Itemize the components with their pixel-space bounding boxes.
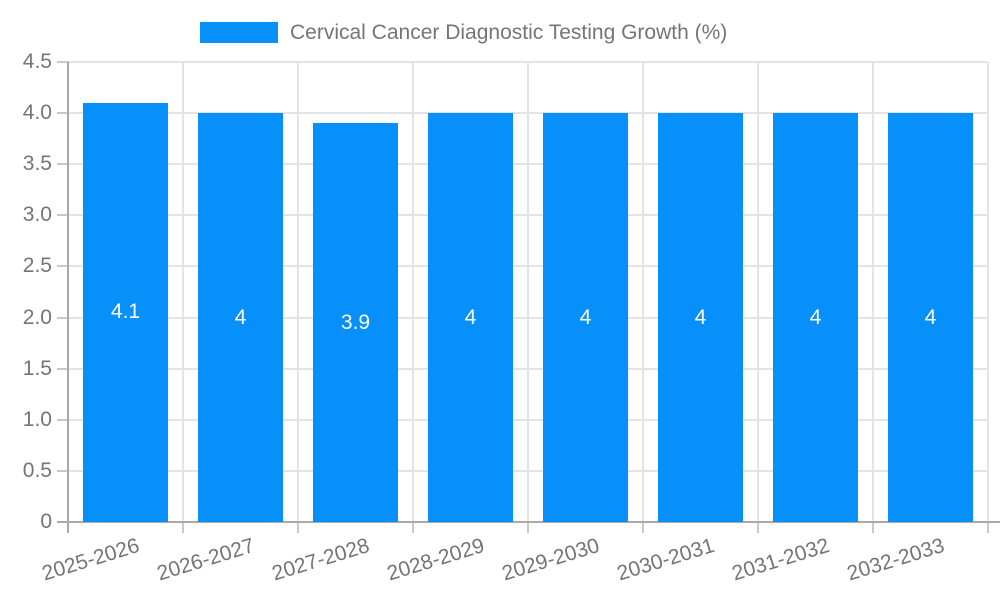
x-tick-label: 2031-2032 — [729, 534, 833, 586]
y-tick — [57, 265, 68, 268]
bar — [198, 113, 283, 522]
y-tick-label: 2.5 — [22, 254, 52, 278]
y-tick-label: 4.0 — [22, 101, 52, 125]
y-tick — [57, 316, 68, 319]
bar — [773, 113, 858, 522]
bar-value-label: 4 — [464, 305, 477, 329]
x-gridline — [757, 62, 759, 522]
x-tick — [182, 522, 184, 533]
x-tick-label: 2025-2026 — [39, 534, 143, 586]
y-tick-label: 3.0 — [22, 203, 52, 227]
y-tick — [57, 61, 68, 63]
y-tick — [57, 418, 68, 421]
y-tick-label: 0.5 — [22, 458, 52, 482]
x-tick — [642, 522, 644, 533]
y-tick-label: 2.0 — [22, 305, 52, 329]
x-gridline — [182, 62, 184, 522]
x-tick-label: 2029-2030 — [499, 534, 603, 586]
x-tick — [297, 522, 299, 533]
x-tick-label: 2032-2033 — [844, 534, 948, 586]
x-gridline — [872, 62, 874, 522]
bar-value-label: 4 — [694, 305, 707, 329]
x-tick — [412, 522, 414, 533]
legend-swatch — [200, 22, 278, 43]
y-tick — [57, 214, 68, 217]
y-tick-label: 3.5 — [22, 152, 52, 176]
x-tick-label: 2028-2029 — [384, 534, 488, 586]
y-tick — [57, 163, 68, 166]
x-gridline — [642, 62, 644, 522]
x-gridline — [987, 62, 989, 522]
bar-value-label: 4 — [234, 305, 247, 329]
bar — [428, 113, 513, 522]
bar — [543, 113, 628, 522]
x-gridline — [297, 62, 299, 522]
x-tick-label: 2030-2031 — [614, 534, 718, 586]
x-tick — [987, 522, 989, 533]
bar-value-label: 4 — [809, 305, 822, 329]
y-tick — [57, 469, 68, 472]
bar — [658, 113, 743, 522]
bar — [313, 123, 398, 522]
bar — [888, 113, 973, 522]
x-tick — [757, 522, 759, 533]
y-tick-label: 0 — [40, 510, 52, 533]
x-tick — [872, 522, 874, 533]
y-tick-label: 1.0 — [22, 407, 52, 431]
y-tick-label: 4.5 — [22, 50, 52, 73]
bar-value-label: 3.9 — [340, 310, 371, 334]
legend-label: Cervical Cancer Diagnostic Testing Growt… — [290, 21, 728, 44]
x-axis-line — [57, 521, 1000, 523]
x-gridline — [527, 62, 529, 522]
bar — [83, 102, 168, 522]
bar-value-label: 4 — [924, 305, 937, 329]
y-axis-line — [67, 62, 69, 533]
bar-value-label: 4 — [579, 305, 592, 329]
x-tick — [527, 522, 529, 533]
y-tick — [57, 112, 68, 115]
bar-value-label: 4.1 — [110, 300, 141, 324]
y-tick-label: 1.5 — [22, 356, 52, 380]
y-tick — [57, 367, 68, 370]
x-gridline — [412, 62, 414, 522]
legend: Cervical Cancer Diagnostic Testing Growt… — [200, 22, 727, 43]
x-tick-label: 2026-2027 — [154, 534, 258, 586]
x-tick-label: 2027-2028 — [269, 534, 373, 586]
